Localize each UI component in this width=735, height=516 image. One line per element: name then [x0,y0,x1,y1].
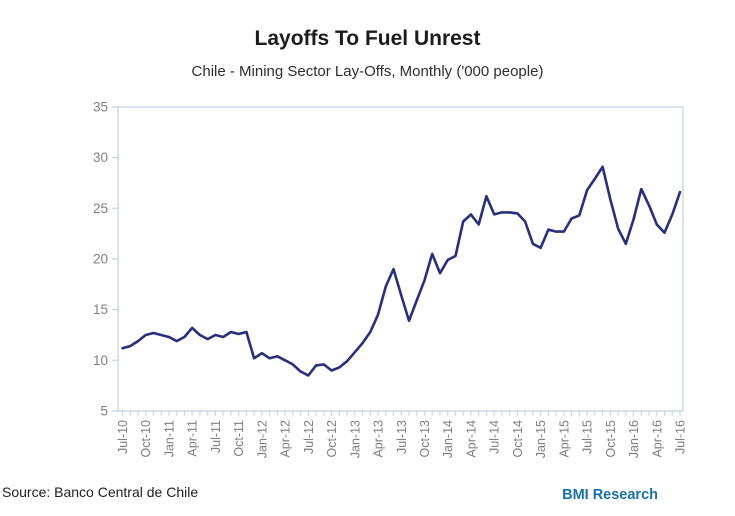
x-tick-label: Jul-10 [116,420,130,454]
y-tick-label: 10 [93,353,108,368]
x-tick-label: Jul-15 [581,420,595,454]
y-tick-label: 15 [93,302,108,317]
x-tick-label: Jan-16 [627,420,641,458]
x-tick-label: Apr-13 [372,420,386,458]
x-tick-label: Jul-11 [209,420,223,453]
x-tick-label: Oct-15 [604,420,618,458]
x-tick-label: Jan-15 [534,420,548,458]
x-tick-label: Oct-14 [511,420,525,458]
chart-subtitle: Chile - Mining Sector Lay-Offs, Monthly … [191,63,544,80]
x-tick-label: Oct-11 [232,420,246,457]
y-tick-label: 35 [93,100,108,115]
x-tick-label: Apr-14 [464,420,478,458]
x-tick-label: Oct-13 [418,420,432,458]
chart-title: Layoffs To Fuel Unrest [254,27,481,50]
x-tick-label: Jul-14 [488,420,502,454]
x-tick-label: Apr-16 [650,420,664,458]
x-tick-label: Oct-10 [139,420,153,458]
x-tick-label: Apr-15 [557,420,571,458]
bmi-research-logo: BMI Research [562,487,658,503]
y-tick-label: 20 [93,252,108,267]
y-tick-label: 30 [93,150,108,165]
x-tick-label: Jan-11 [162,420,176,457]
x-tick-label: Jul-13 [395,420,409,454]
source-note: Source: Banco Central de Chile [2,484,199,500]
x-tick-label: Jan-13 [348,420,362,458]
x-tick-label: Jan-12 [255,420,269,458]
x-tick-label: Apr-12 [279,420,293,458]
x-tick-label: Jan-14 [441,420,455,458]
x-tick-label: Jul-12 [302,420,316,454]
plot-border [117,106,684,412]
y-tick-label: 5 [100,404,108,419]
x-tick-label: Apr-11 [186,420,200,457]
x-tick-label: Oct-12 [325,420,339,458]
x-tick-label: Jul-16 [674,420,688,454]
y-tick-label: 25 [93,201,108,216]
layoffs-series-line [121,165,682,377]
